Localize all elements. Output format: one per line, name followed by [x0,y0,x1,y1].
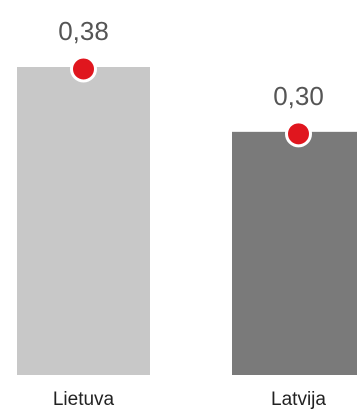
markers-group [70,55,312,148]
category-labels-group: Lietuva Latvija [53,389,327,410]
value-marker-lietuva [70,55,97,83]
bar-latvija [232,131,357,375]
value-marker-latvija [285,120,312,148]
value-labels-group: 0,38 0,30 [58,16,324,111]
bar-lietuva [17,67,150,375]
bars-group [17,67,357,375]
value-label-latvija: 0,30 [273,81,324,111]
category-label-lietuva: Lietuva [53,389,115,410]
category-label-latvija: Latvija [271,389,326,410]
value-label-lietuva: 0,38 [58,16,109,46]
